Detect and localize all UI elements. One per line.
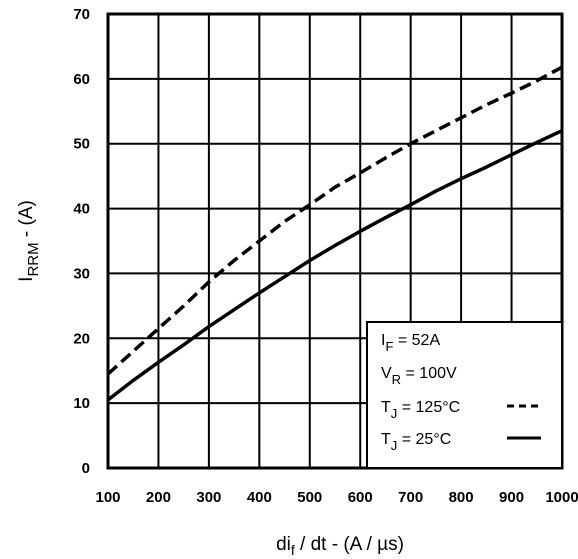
x-tick-label: 600 xyxy=(348,489,373,506)
x-axis-label: dif / dt - (A / µs) xyxy=(276,534,404,558)
legend-entry: TJ = 125°C xyxy=(381,399,460,421)
x-tick-label: 1000 xyxy=(545,489,578,506)
x-tick-label: 700 xyxy=(398,489,423,506)
legend-entry: IF = 52A xyxy=(381,332,440,354)
x-tick-labels: 100 200 300 400 500 600 700 800 900 1000 xyxy=(95,489,578,506)
y-tick-label: 60 xyxy=(73,71,90,88)
y-axis-label: IRRM - (A) xyxy=(16,200,42,282)
x-tick-label: 300 xyxy=(196,489,221,506)
y-tick-label: 50 xyxy=(73,136,90,153)
y-tick-labels: 0 10 20 30 40 50 60 70 xyxy=(73,6,90,477)
y-tick-label: 70 xyxy=(73,6,90,23)
x-tick-label: 900 xyxy=(499,489,524,506)
legend-entry: TJ = 25°C xyxy=(381,431,451,453)
legend-box xyxy=(366,321,563,469)
series-line-125c xyxy=(106,65,563,376)
x-tick-label: 200 xyxy=(146,489,171,506)
series-line-25c xyxy=(106,129,563,402)
x-tick-label: 100 xyxy=(95,489,120,506)
x-tick-label: 400 xyxy=(247,489,272,506)
series-layer xyxy=(106,65,563,402)
y-tick-label: 20 xyxy=(73,330,90,347)
legend: IF = 52A VR = 100V TJ = 125°C TJ = 25°C xyxy=(366,321,563,469)
x-tick-label: 500 xyxy=(297,489,322,506)
plot-frame xyxy=(106,12,564,470)
y-tick-label: 40 xyxy=(73,201,90,218)
y-tick-label: 10 xyxy=(73,395,90,412)
x-tick-label: 800 xyxy=(449,489,474,506)
y-tick-label: 30 xyxy=(73,265,90,282)
y-tick-label: 0 xyxy=(82,460,90,477)
grid xyxy=(108,14,562,468)
legend-entry: VR = 100V xyxy=(381,365,457,387)
